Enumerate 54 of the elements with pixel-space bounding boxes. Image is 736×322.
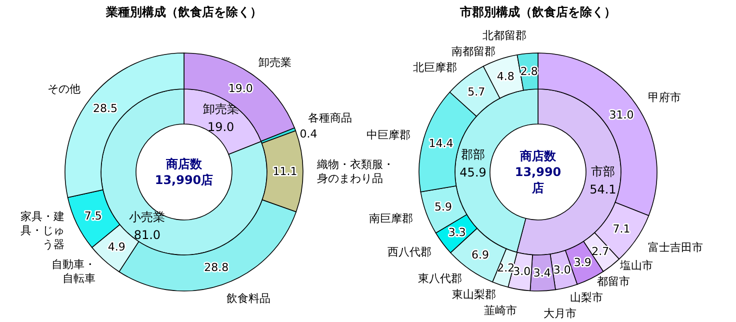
slice-label: 甲府市 bbox=[648, 90, 681, 104]
slice-label: 東山梨郡 bbox=[452, 288, 496, 301]
slice-label: 韮崎市 bbox=[484, 304, 517, 317]
slice-label: 西八代郡 bbox=[387, 245, 432, 258]
data-label: 3.0 bbox=[553, 264, 571, 277]
slice-label: 南巨摩郡 bbox=[369, 211, 414, 224]
slice-label: 小売業 bbox=[129, 210, 166, 224]
data-label: 3.3 bbox=[448, 226, 466, 239]
data-label: 2.8 bbox=[520, 64, 538, 78]
data-label: 3.9 bbox=[574, 256, 592, 270]
data-label: 7.1 bbox=[612, 222, 630, 236]
slice-label: 卸売業 bbox=[258, 55, 292, 68]
data-label: 14.4 bbox=[428, 137, 454, 150]
slice-label: 中巨摩郡 bbox=[366, 128, 410, 142]
data-label: 6.9 bbox=[471, 248, 489, 262]
data-label: 5.7 bbox=[468, 85, 486, 98]
chart-title: 市郡別構成（飲食店を除く） bbox=[459, 5, 616, 19]
slice-label: 都留市 bbox=[596, 274, 630, 288]
slice-label: 市部 bbox=[590, 164, 615, 178]
slice-label: 大月市 bbox=[543, 306, 576, 320]
text: 商店数 13,990 店 bbox=[514, 149, 562, 195]
data-label: 4.9 bbox=[108, 240, 126, 254]
data-label: 4.8 bbox=[496, 70, 514, 83]
data-label: 3.0 bbox=[513, 265, 531, 278]
data-label: 11.1 bbox=[272, 164, 298, 178]
slice-label: その他 bbox=[47, 82, 80, 96]
data-label: 2.7 bbox=[592, 244, 610, 258]
data-label: 5.9 bbox=[434, 200, 452, 214]
data-label: 19.0 bbox=[228, 82, 253, 95]
data-label: 81.0 bbox=[134, 228, 161, 242]
slice-label: 南都留郡 bbox=[451, 44, 496, 58]
slice-label: 郡部 bbox=[461, 148, 486, 162]
slice-label: 北都留郡 bbox=[482, 28, 526, 42]
data-label: 19.0 bbox=[207, 120, 234, 134]
slice-label: 家具・建具・じゅう器 bbox=[20, 210, 64, 251]
slice-label: 織物・衣類服・身のまわり品 bbox=[316, 158, 394, 185]
data-label: 28.8 bbox=[204, 261, 229, 274]
data-label: 31.0 bbox=[609, 108, 634, 122]
data-label: 7.5 bbox=[84, 210, 102, 223]
data-label: 28.5 bbox=[93, 102, 118, 116]
data-label: 54.1 bbox=[590, 182, 616, 196]
chart-title: 業種別構成（飲食店を除く） bbox=[105, 5, 262, 19]
data-label: 3.4 bbox=[533, 266, 551, 280]
text: 商店数 13,990店 bbox=[154, 157, 214, 187]
slice-label: 各種商品 bbox=[308, 110, 352, 124]
data-label: 0.4 bbox=[300, 126, 318, 140]
slice-label: 飲食料品 bbox=[226, 291, 271, 304]
slice-label: 自動車・自転車 bbox=[51, 258, 96, 285]
slice-label: 東八代郡 bbox=[418, 272, 462, 285]
data-label: 45.9 bbox=[460, 166, 486, 180]
slice-label: 山梨市 bbox=[570, 290, 603, 304]
slice-label: 塩山市 bbox=[619, 258, 654, 272]
slice-label: 北巨摩郡 bbox=[412, 60, 457, 74]
slice-label: 富士吉田市 bbox=[648, 240, 703, 254]
